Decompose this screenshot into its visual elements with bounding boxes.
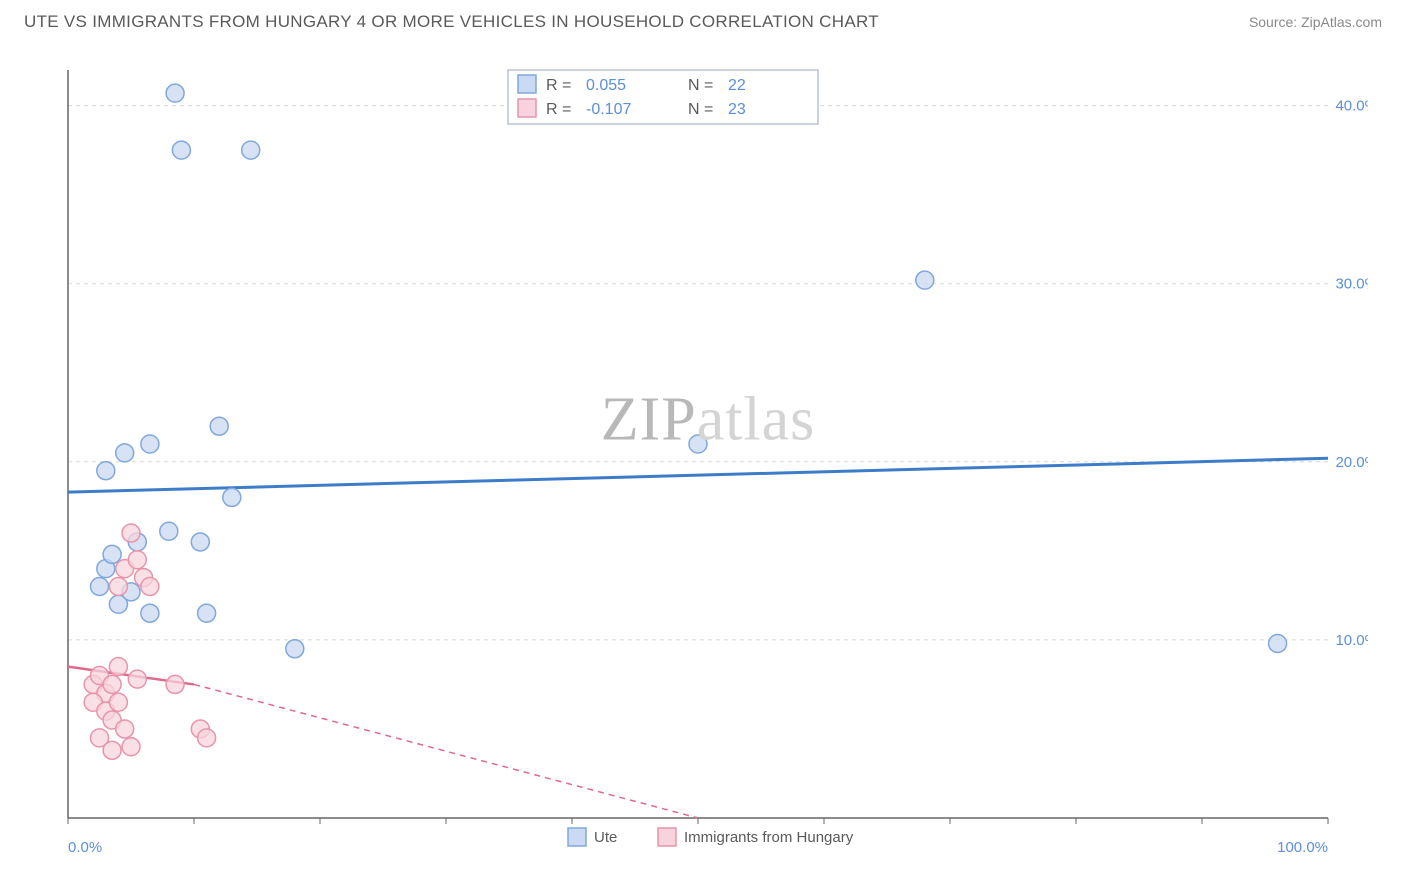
data-point: [109, 658, 127, 676]
legend-r-label: R =: [546, 101, 571, 118]
legend-swatch: [568, 828, 586, 846]
data-point: [166, 675, 184, 693]
data-point: [141, 604, 159, 622]
x-tick-label: 0.0%: [68, 839, 102, 856]
data-point: [191, 533, 209, 551]
data-point: [122, 738, 140, 756]
data-point: [141, 435, 159, 453]
legend-n-label: N =: [688, 77, 713, 94]
legend-r-label: R =: [546, 77, 571, 94]
data-point: [1269, 634, 1287, 652]
data-point: [91, 577, 109, 595]
chart-container: ZIPatlas 10.0%20.0%30.0%40.0%0.0%100.0%4…: [48, 60, 1368, 860]
y-tick-label: 40.0%: [1335, 98, 1368, 115]
chart-title: UTE VS IMMIGRANTS FROM HUNGARY 4 OR MORE…: [24, 12, 879, 32]
legend-swatch: [518, 99, 536, 117]
data-point: [242, 141, 260, 159]
chart-source: Source: ZipAtlas.com: [1249, 14, 1382, 30]
trend-line-dashed: [194, 684, 698, 818]
scatter-chart: 10.0%20.0%30.0%40.0%0.0%100.0%4 or more …: [48, 60, 1368, 860]
data-point: [97, 462, 115, 480]
data-point: [109, 693, 127, 711]
data-point: [223, 488, 241, 506]
data-point: [116, 720, 134, 738]
data-point: [210, 417, 228, 435]
data-point: [141, 577, 159, 595]
data-point: [689, 435, 707, 453]
legend-r-value: 0.055: [586, 77, 626, 94]
data-point: [128, 670, 146, 688]
x-tick-label: 100.0%: [1277, 839, 1328, 856]
legend-n-label: N =: [688, 101, 713, 118]
data-point: [286, 640, 304, 658]
legend-swatch: [658, 828, 676, 846]
data-point: [172, 141, 190, 159]
chart-header: UTE VS IMMIGRANTS FROM HUNGARY 4 OR MORE…: [0, 0, 1406, 40]
y-tick-label: 10.0%: [1335, 632, 1368, 649]
y-tick-label: 30.0%: [1335, 276, 1368, 293]
data-point: [103, 675, 121, 693]
legend-r-value: -0.107: [586, 101, 631, 118]
data-point: [116, 444, 134, 462]
data-point: [128, 551, 146, 569]
legend-label: Immigrants from Hungary: [684, 829, 854, 846]
data-point: [160, 522, 178, 540]
data-point: [198, 604, 216, 622]
y-tick-label: 20.0%: [1335, 454, 1368, 471]
data-point: [103, 741, 121, 759]
data-point: [166, 84, 184, 102]
data-point: [103, 545, 121, 563]
data-point: [198, 729, 216, 747]
legend-swatch: [518, 75, 536, 93]
legend-n-value: 23: [728, 101, 746, 118]
legend-label: Ute: [594, 829, 617, 846]
data-point: [916, 271, 934, 289]
data-point: [109, 577, 127, 595]
data-point: [122, 524, 140, 542]
legend-n-value: 22: [728, 77, 746, 94]
trend-line: [68, 458, 1328, 492]
